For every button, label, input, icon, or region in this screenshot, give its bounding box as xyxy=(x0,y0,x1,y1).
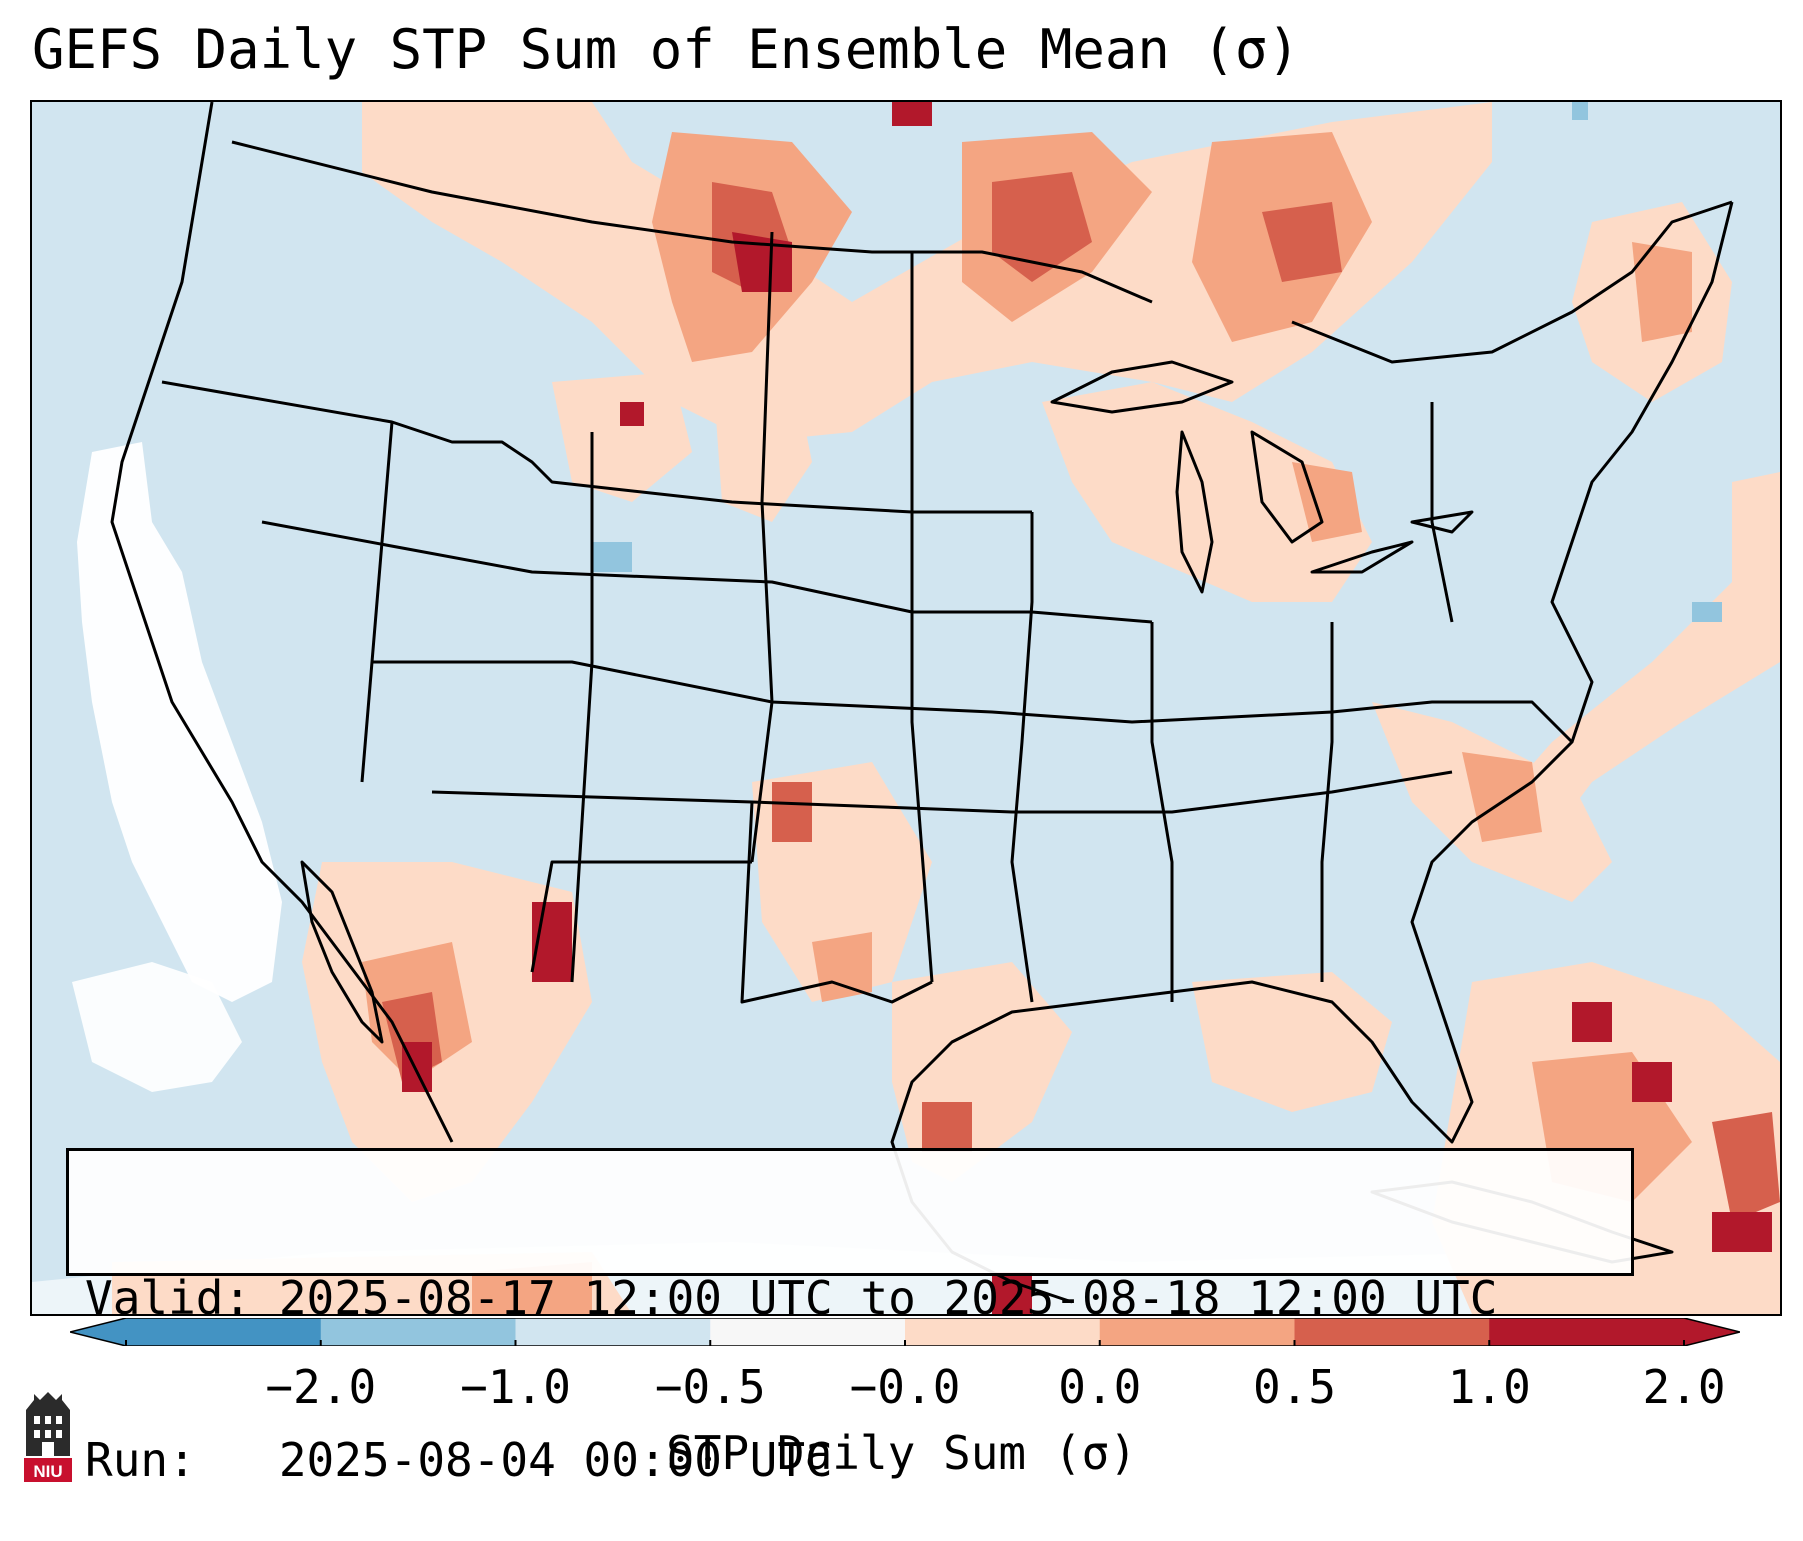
great-lakes-anomaly xyxy=(1042,382,1372,602)
colorbar-tick-label: 0.0 xyxy=(1058,1360,1142,1414)
lake-superior xyxy=(1050,360,1234,414)
colorbar-tick-label: −2.0 xyxy=(265,1360,377,1414)
caribbean-dark xyxy=(1632,1062,1672,1102)
run-time-line: Run: 2025-08-04 00:00 UTC xyxy=(85,1433,833,1487)
state-line-12 xyxy=(750,231,774,863)
colorbar-segment xyxy=(320,1318,516,1346)
caribbean-dark-2 xyxy=(1572,1002,1612,1042)
colorbar-segments xyxy=(70,1318,1740,1346)
colorbar-segment xyxy=(515,1318,711,1346)
state-line-13 xyxy=(910,252,934,983)
new-mexico-red xyxy=(772,782,812,842)
colorbar-segment xyxy=(905,1318,1101,1346)
quebec-negative xyxy=(1572,102,1588,120)
valid-time-line: Valid: 2025-08-17 12:00 UTC to 2025-08-1… xyxy=(85,1271,1498,1325)
state-line-11 xyxy=(570,432,594,983)
wyoming-anomaly xyxy=(552,372,692,502)
west-coastline xyxy=(110,102,454,1143)
state-line-6 xyxy=(530,860,752,973)
pacific-neutral-area xyxy=(77,442,282,1002)
north-red-3 xyxy=(1262,202,1342,282)
colorbar-tick-label: −0.5 xyxy=(654,1360,766,1414)
northeast-border xyxy=(1291,200,1733,364)
pacific-neutral-area-2 xyxy=(72,962,242,1092)
colorbar-segment xyxy=(126,1318,322,1346)
wyoming-dark xyxy=(620,402,644,426)
colorbar-extend-low xyxy=(70,1318,126,1346)
east-coastline xyxy=(890,201,1734,1304)
state-line-8 xyxy=(1150,622,1174,1002)
dakota-anomaly xyxy=(712,362,812,522)
state-line-4 xyxy=(431,770,1453,814)
northeast-anomaly-med xyxy=(1632,242,1692,342)
colorbar-segment xyxy=(1294,1318,1490,1346)
lake-erie xyxy=(1310,540,1414,574)
gulf-anomaly-2 xyxy=(1192,972,1392,1112)
anomaly-fill-layer xyxy=(32,102,1780,1314)
map-panel[interactable] xyxy=(30,100,1782,1316)
colorbar-extend-high xyxy=(1684,1318,1740,1346)
state-line-2 xyxy=(261,520,1153,624)
baja-outline xyxy=(300,860,384,1044)
state-line-1 xyxy=(161,380,1032,514)
colorbar-tick-label: 2.0 xyxy=(1642,1360,1726,1414)
colorbar-label: STP Daily Sum (σ) xyxy=(666,1426,1137,1480)
lake-huron xyxy=(1250,430,1324,544)
caribbean-dark-3 xyxy=(1712,1212,1772,1252)
atlantic-anomaly xyxy=(1482,472,1780,862)
niu-tower-logo-icon: NIU xyxy=(24,1392,72,1482)
colorado-negative xyxy=(592,542,632,572)
boundaries-layer xyxy=(110,102,1734,1304)
gulf-red xyxy=(922,1102,972,1152)
central-america-dark xyxy=(992,1272,1032,1314)
colorbar-tick-label: −1.0 xyxy=(460,1360,571,1414)
state-line-9 xyxy=(1320,622,1334,982)
lake-michigan xyxy=(1175,430,1214,594)
colorbar-tick-label: −0.0 xyxy=(849,1360,961,1414)
state-line-3 xyxy=(372,660,1574,744)
colorbar-tick-labels: −2.0 −1.0 −0.5 −0.0 0.0 0.5 1.0 2.0 xyxy=(0,1360,1803,1420)
colorbar-tick-label: 0.5 xyxy=(1252,1360,1337,1414)
validity-info-box: Valid: 2025-08-17 12:00 UTC to 2025-08-1… xyxy=(66,1148,1634,1487)
state-line-10 xyxy=(360,421,394,783)
stp-map[interactable] xyxy=(32,102,1780,1314)
atlantic-negative xyxy=(1692,602,1722,622)
montana-dark xyxy=(732,232,792,292)
colorbar-segment xyxy=(1099,1318,1295,1346)
state-line-14 xyxy=(1430,402,1454,623)
us-canada-border xyxy=(231,140,1153,304)
chart-title: GEFS Daily STP Sum of Ensemble Mean (σ) xyxy=(32,18,1300,81)
state-line-7 xyxy=(1010,512,1034,1003)
state-line-5 xyxy=(740,801,933,1004)
colorbar-tick-label: 1.0 xyxy=(1447,1360,1531,1414)
colorbar xyxy=(70,1318,1740,1346)
colorbar-segment xyxy=(710,1318,906,1346)
caribbean-red xyxy=(1712,1112,1780,1222)
southeast-coast-anomaly-med xyxy=(1462,752,1542,842)
north-red-2 xyxy=(992,172,1092,282)
logo-text: NIU xyxy=(33,1462,62,1481)
colorbar-segment xyxy=(1489,1318,1685,1346)
north-dark-top xyxy=(892,102,932,126)
